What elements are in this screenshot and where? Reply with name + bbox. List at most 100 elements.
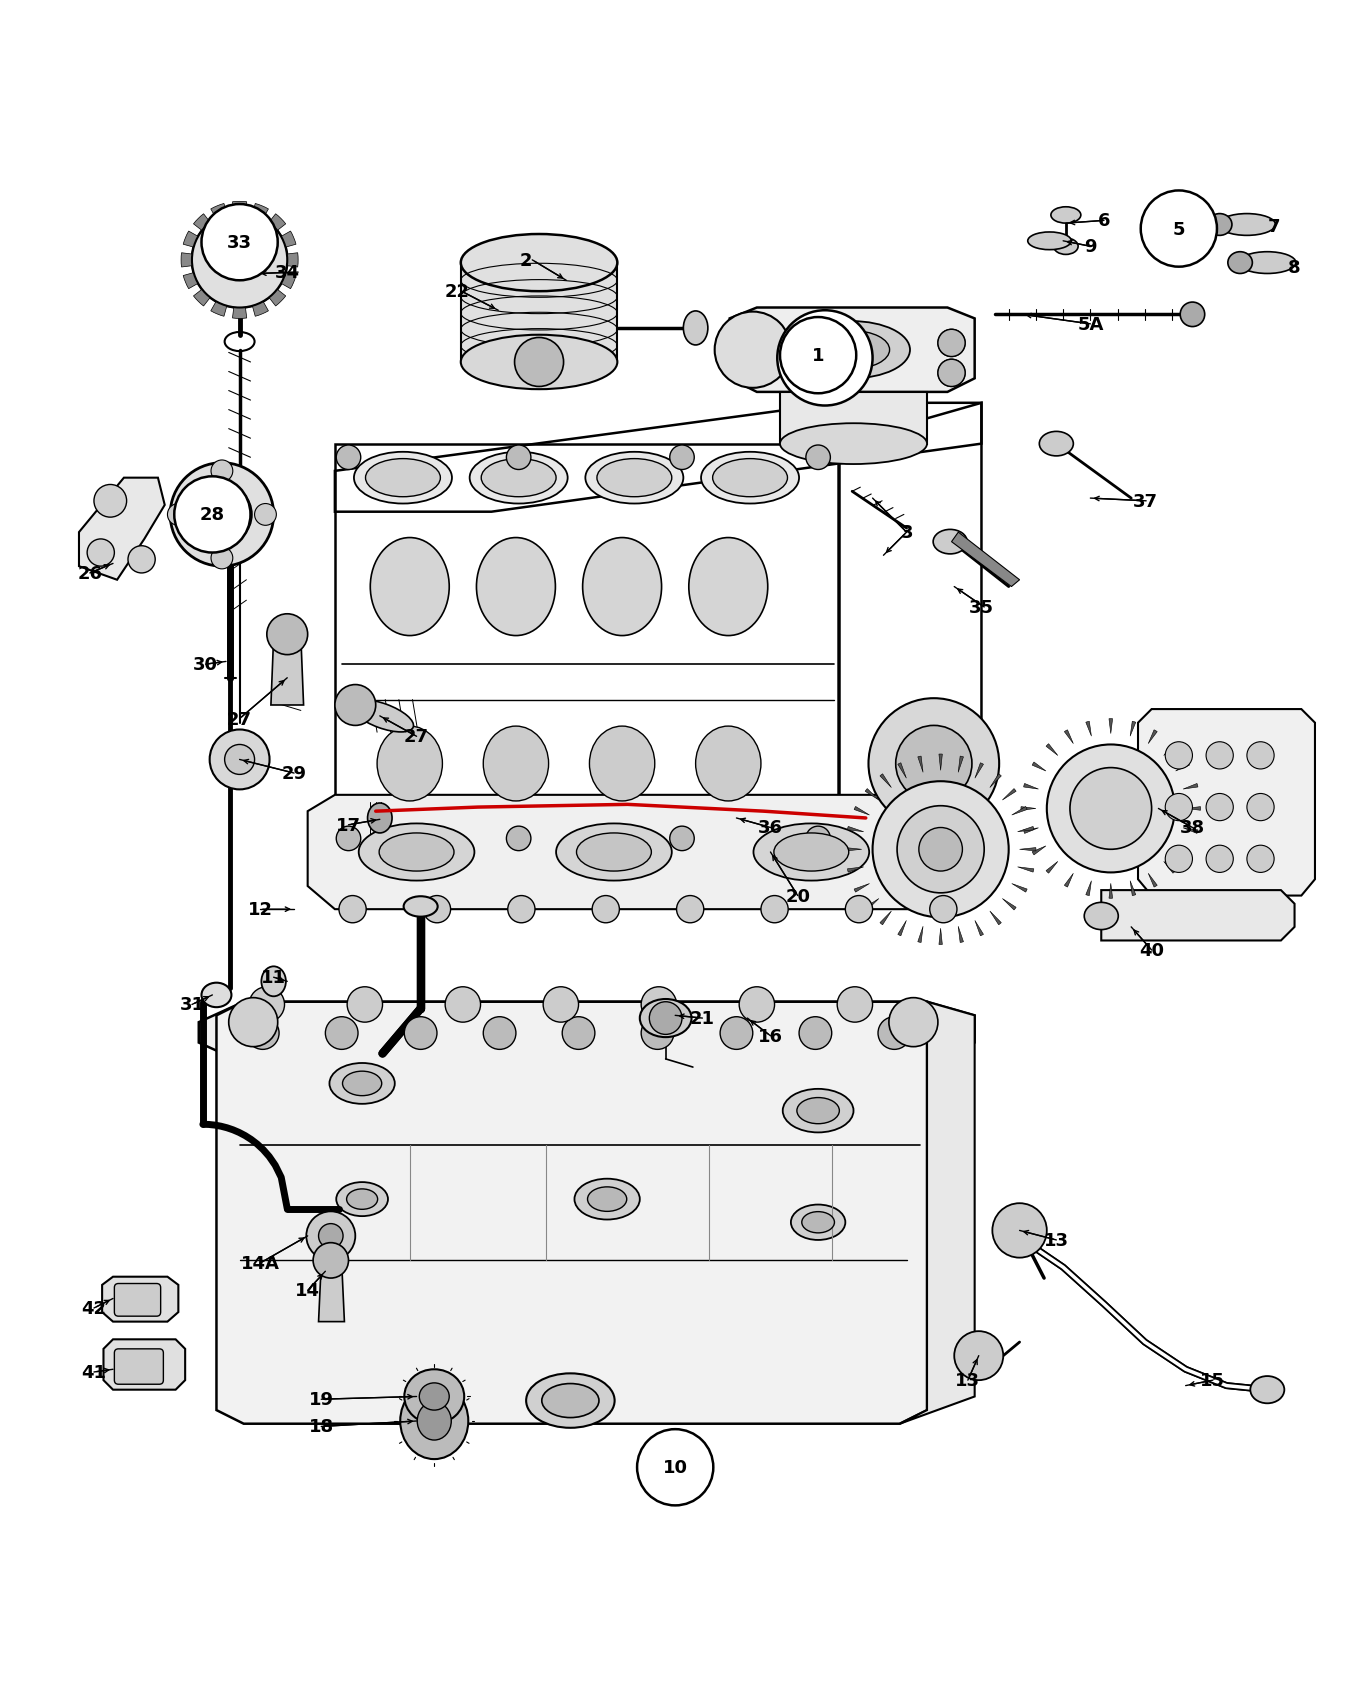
Text: 2: 2 xyxy=(520,252,532,269)
Text: e: e xyxy=(450,810,480,854)
Ellipse shape xyxy=(589,726,655,801)
Text: .com: .com xyxy=(848,813,944,851)
Text: 42: 42 xyxy=(82,1299,106,1318)
Ellipse shape xyxy=(359,824,475,881)
Ellipse shape xyxy=(262,967,286,997)
Ellipse shape xyxy=(933,530,967,554)
Wedge shape xyxy=(918,757,923,772)
Circle shape xyxy=(337,445,360,471)
Text: 34: 34 xyxy=(274,264,300,281)
Circle shape xyxy=(919,829,963,871)
Circle shape xyxy=(168,505,190,527)
Circle shape xyxy=(761,897,788,922)
Polygon shape xyxy=(1101,890,1294,941)
Circle shape xyxy=(314,1243,348,1279)
Circle shape xyxy=(326,1018,357,1050)
Wedge shape xyxy=(938,755,943,771)
Ellipse shape xyxy=(404,897,438,917)
Circle shape xyxy=(641,987,677,1023)
Circle shape xyxy=(993,1204,1046,1258)
Ellipse shape xyxy=(404,1369,464,1424)
Ellipse shape xyxy=(814,331,889,370)
Circle shape xyxy=(1206,742,1233,769)
Wedge shape xyxy=(854,806,869,815)
Wedge shape xyxy=(181,254,240,268)
Wedge shape xyxy=(975,764,983,779)
Circle shape xyxy=(267,614,308,655)
Wedge shape xyxy=(1176,762,1189,772)
Wedge shape xyxy=(1046,745,1058,755)
Wedge shape xyxy=(183,261,240,290)
Text: 14A: 14A xyxy=(240,1255,280,1272)
Wedge shape xyxy=(898,921,906,936)
Ellipse shape xyxy=(469,452,567,505)
Polygon shape xyxy=(952,532,1019,587)
Ellipse shape xyxy=(366,459,441,498)
Circle shape xyxy=(1165,795,1192,822)
Ellipse shape xyxy=(712,459,787,498)
Circle shape xyxy=(337,827,360,851)
Wedge shape xyxy=(1033,762,1046,772)
Text: 20: 20 xyxy=(786,887,810,905)
Wedge shape xyxy=(880,774,892,788)
Ellipse shape xyxy=(1039,431,1073,457)
Wedge shape xyxy=(211,261,240,317)
Circle shape xyxy=(1046,745,1174,873)
Circle shape xyxy=(506,445,531,471)
Text: 10: 10 xyxy=(663,1458,687,1477)
Wedge shape xyxy=(1023,829,1038,834)
Circle shape xyxy=(250,987,285,1023)
Ellipse shape xyxy=(588,1187,626,1212)
Ellipse shape xyxy=(773,834,848,871)
Circle shape xyxy=(225,745,255,776)
Circle shape xyxy=(1206,846,1233,873)
Wedge shape xyxy=(240,261,296,290)
Text: PARTS: PARTS xyxy=(671,810,829,854)
Wedge shape xyxy=(990,774,1001,788)
Circle shape xyxy=(938,331,966,358)
Text: SAAB: SAAB xyxy=(488,810,623,854)
Polygon shape xyxy=(104,1340,186,1390)
Ellipse shape xyxy=(419,1383,449,1410)
Circle shape xyxy=(1069,769,1151,849)
Wedge shape xyxy=(1003,789,1016,801)
Ellipse shape xyxy=(400,1383,468,1459)
Wedge shape xyxy=(1131,721,1136,737)
Wedge shape xyxy=(1163,861,1176,873)
Text: 29: 29 xyxy=(281,764,307,783)
Ellipse shape xyxy=(1228,252,1252,275)
Polygon shape xyxy=(900,1003,975,1424)
Circle shape xyxy=(1206,795,1233,822)
Circle shape xyxy=(170,464,274,566)
Circle shape xyxy=(955,1332,1004,1381)
Wedge shape xyxy=(1148,873,1157,888)
Circle shape xyxy=(873,783,1009,917)
Circle shape xyxy=(307,1212,355,1260)
Circle shape xyxy=(649,1003,682,1035)
Wedge shape xyxy=(194,261,240,307)
Circle shape xyxy=(1165,742,1192,769)
Circle shape xyxy=(514,338,563,387)
Wedge shape xyxy=(240,205,269,261)
Circle shape xyxy=(670,827,694,851)
Ellipse shape xyxy=(640,999,692,1038)
Circle shape xyxy=(938,331,966,358)
Ellipse shape xyxy=(689,539,768,636)
Wedge shape xyxy=(1012,883,1027,893)
Circle shape xyxy=(869,699,1000,829)
Polygon shape xyxy=(217,1003,928,1424)
Text: 8: 8 xyxy=(1288,259,1301,276)
Circle shape xyxy=(404,1018,436,1050)
Ellipse shape xyxy=(1218,215,1275,237)
Ellipse shape xyxy=(1050,208,1080,223)
Circle shape xyxy=(175,477,251,552)
Text: 27: 27 xyxy=(404,728,430,745)
Text: 37: 37 xyxy=(1132,493,1157,510)
Circle shape xyxy=(837,987,873,1023)
Ellipse shape xyxy=(1180,303,1204,327)
Wedge shape xyxy=(1003,899,1016,910)
Circle shape xyxy=(670,445,694,471)
Circle shape xyxy=(211,460,233,483)
Circle shape xyxy=(592,897,619,922)
Wedge shape xyxy=(898,764,906,779)
